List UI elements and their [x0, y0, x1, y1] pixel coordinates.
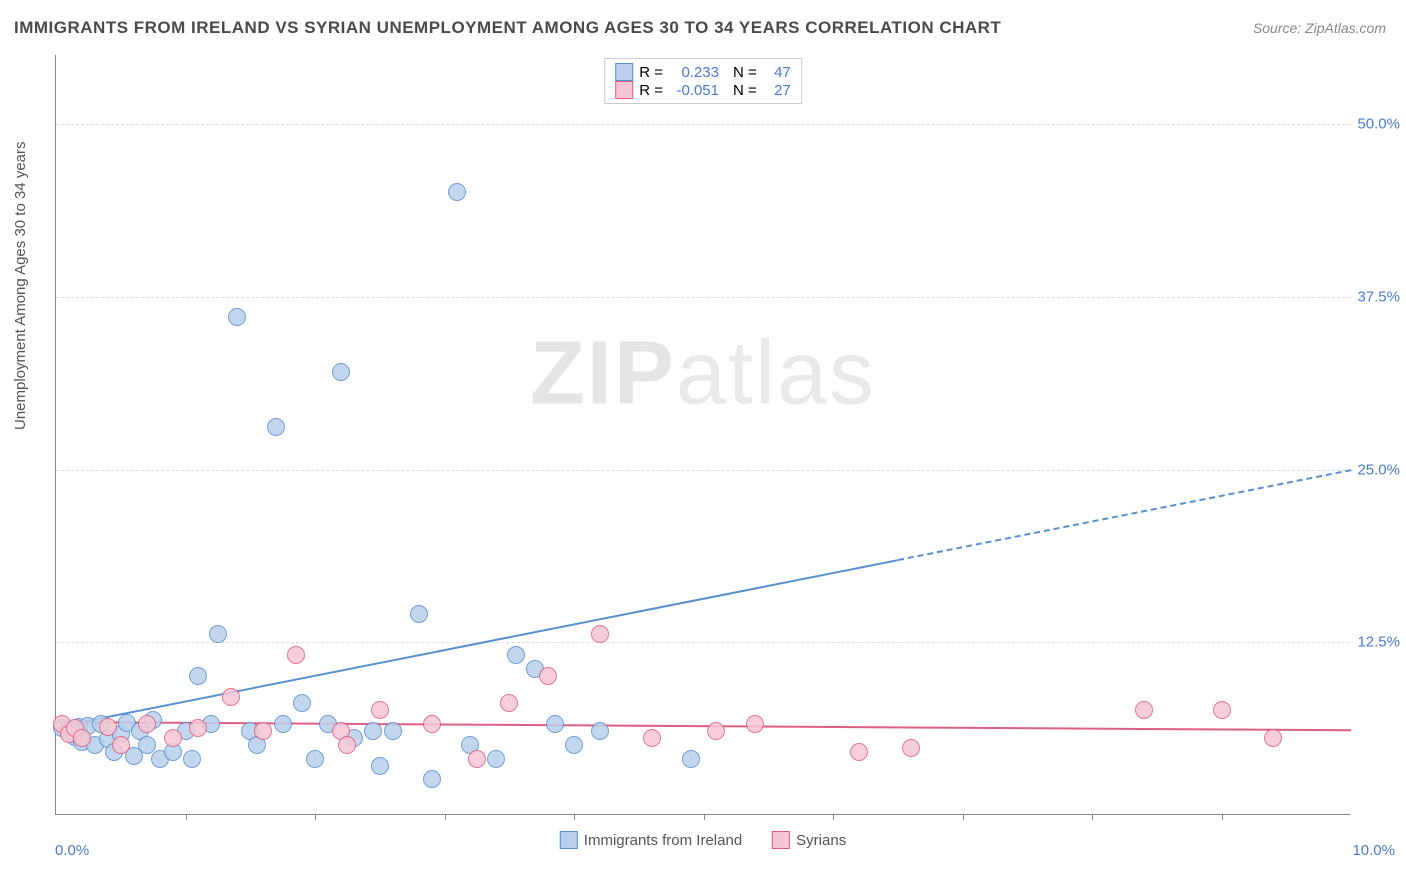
- data-point: [682, 750, 700, 768]
- data-point: [99, 718, 117, 736]
- legend-swatch-icon: [615, 63, 633, 81]
- watermark: ZIPatlas: [530, 322, 876, 425]
- y-tick-label: 37.5%: [1357, 288, 1400, 305]
- chart-title: IMMIGRANTS FROM IRELAND VS SYRIAN UNEMPL…: [14, 18, 1001, 38]
- y-tick-label: 50.0%: [1357, 116, 1400, 133]
- legend-r-label: R =: [639, 64, 663, 81]
- data-point: [371, 757, 389, 775]
- data-point: [591, 722, 609, 740]
- data-point: [707, 722, 725, 740]
- y-tick-label: 12.5%: [1357, 634, 1400, 651]
- gridline: [56, 297, 1350, 298]
- data-point: [228, 308, 246, 326]
- data-point: [274, 715, 292, 733]
- legend-row: R = -0.051 N = 27: [615, 81, 791, 99]
- gridline: [56, 470, 1350, 471]
- x-tick: [186, 814, 187, 820]
- data-point: [643, 729, 661, 747]
- gridline: [56, 124, 1350, 125]
- y-tick-label: 25.0%: [1357, 461, 1400, 478]
- data-point: [410, 605, 428, 623]
- data-point: [183, 750, 201, 768]
- data-point: [371, 701, 389, 719]
- data-point: [384, 722, 402, 740]
- data-point: [591, 625, 609, 643]
- data-point: [902, 739, 920, 757]
- x-tick: [1222, 814, 1223, 820]
- legend-swatch-icon: [615, 81, 633, 99]
- legend-n-label: N =: [733, 64, 757, 81]
- data-point: [306, 750, 324, 768]
- data-point: [164, 729, 182, 747]
- data-point: [222, 688, 240, 706]
- data-point: [293, 694, 311, 712]
- trend-line: [62, 559, 898, 727]
- data-point: [267, 418, 285, 436]
- legend-item: Immigrants from Ireland: [560, 831, 742, 849]
- correlation-legend: R = 0.233 N = 47 R = -0.051 N = 27: [604, 58, 802, 104]
- trend-line: [898, 470, 1352, 562]
- data-point: [1213, 701, 1231, 719]
- data-point: [507, 646, 525, 664]
- legend-n-value: 47: [763, 64, 791, 81]
- data-point: [539, 667, 557, 685]
- data-point: [423, 715, 441, 733]
- data-point: [468, 750, 486, 768]
- gridline: [56, 642, 1350, 643]
- legend-swatch-icon: [772, 831, 790, 849]
- data-point: [338, 736, 356, 754]
- data-point: [565, 736, 583, 754]
- x-tick: [963, 814, 964, 820]
- data-point: [500, 694, 518, 712]
- legend-r-value: 0.233: [669, 64, 719, 81]
- data-point: [746, 715, 764, 733]
- data-point: [1135, 701, 1153, 719]
- legend-label: Syrians: [796, 832, 846, 849]
- x-tick: [574, 814, 575, 820]
- data-point: [332, 363, 350, 381]
- x-tick: [833, 814, 834, 820]
- legend-r-value: -0.051: [669, 82, 719, 99]
- data-point: [189, 719, 207, 737]
- data-point: [850, 743, 868, 761]
- legend-n-value: 27: [763, 82, 791, 99]
- data-point: [487, 750, 505, 768]
- x-axis-start: 0.0%: [55, 842, 89, 859]
- data-point: [287, 646, 305, 664]
- legend-row: R = 0.233 N = 47: [615, 63, 791, 81]
- data-point: [138, 715, 156, 733]
- x-tick: [1092, 814, 1093, 820]
- legend-label: Immigrants from Ireland: [584, 832, 742, 849]
- data-point: [112, 736, 130, 754]
- data-point: [1264, 729, 1282, 747]
- data-point: [546, 715, 564, 733]
- data-point: [254, 722, 272, 740]
- x-tick: [445, 814, 446, 820]
- legend-n-label: N =: [733, 82, 757, 99]
- legend-r-label: R =: [639, 82, 663, 99]
- data-point: [364, 722, 382, 740]
- legend-item: Syrians: [772, 831, 846, 849]
- scatter-plot: ZIPatlas R = 0.233 N = 47 R = -0.051 N =…: [55, 55, 1350, 815]
- data-point: [73, 729, 91, 747]
- legend-swatch-icon: [560, 831, 578, 849]
- data-point: [423, 770, 441, 788]
- series-legend: Immigrants from Ireland Syrians: [560, 831, 846, 849]
- x-axis-end: 10.0%: [1352, 842, 1395, 859]
- data-point: [189, 667, 207, 685]
- x-tick: [704, 814, 705, 820]
- x-tick: [315, 814, 316, 820]
- data-point: [209, 625, 227, 643]
- source-label: Source: ZipAtlas.com: [1253, 20, 1386, 36]
- data-point: [448, 183, 466, 201]
- y-axis-label: Unemployment Among Ages 30 to 34 years: [12, 141, 29, 430]
